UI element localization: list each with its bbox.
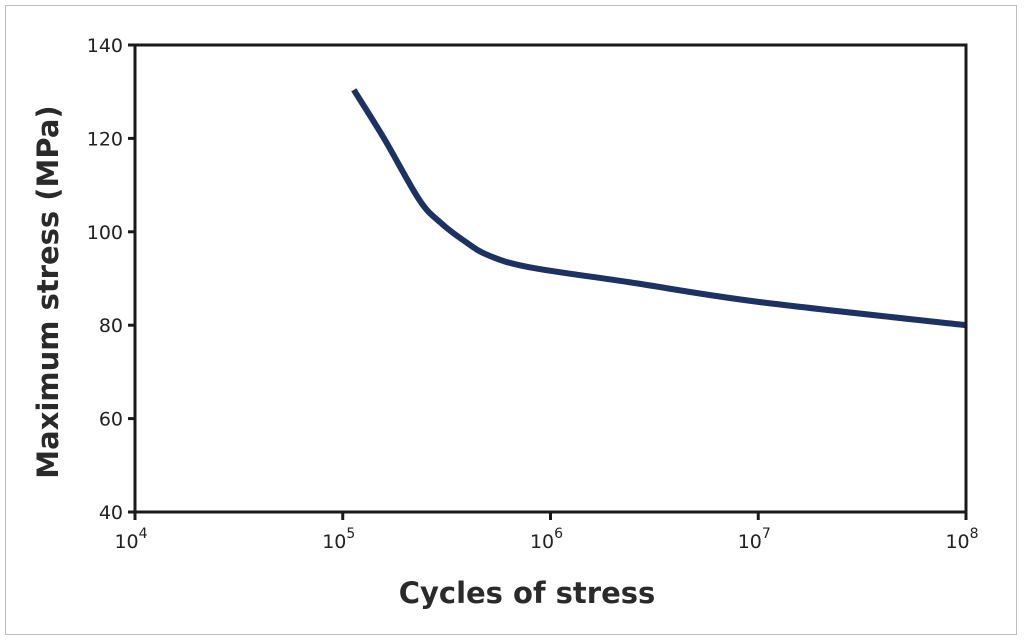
series-line: [351, 88, 967, 329]
x-tick-exponent: 8: [970, 526, 979, 542]
x-tick-label: 107: [738, 526, 771, 553]
x-tick-label: 106: [530, 526, 563, 553]
y-tick-label: 100: [87, 222, 123, 244]
y-tick-label: 60: [99, 409, 123, 431]
x-tick-base: 10: [322, 531, 346, 553]
y-axis-label: Maximum stress (MPa): [31, 105, 65, 478]
y-tick-label: 80: [99, 315, 123, 337]
plot-area-border: [133, 43, 968, 514]
x-tick-label: 104: [114, 526, 147, 553]
x-tick-label: 105: [322, 526, 355, 553]
x-tick-base: 10: [530, 531, 554, 553]
x-tick-base: 10: [738, 531, 762, 553]
x-tick-base: 10: [945, 531, 969, 553]
chart-frame: [5, 5, 1017, 635]
x-axis-label: Cycles of stress: [399, 576, 656, 610]
x-tick-exponent: 5: [346, 526, 355, 542]
x-tick-label: 108: [945, 526, 978, 553]
y-tick-label: 140: [87, 35, 123, 57]
x-tick-exponent: 4: [139, 526, 148, 542]
x-tick-base: 10: [114, 531, 138, 553]
x-tick-exponent: 7: [762, 526, 771, 542]
y-tick-label: 40: [99, 502, 123, 524]
x-tick-exponent: 6: [554, 526, 563, 542]
y-tick-label: 120: [87, 128, 123, 150]
